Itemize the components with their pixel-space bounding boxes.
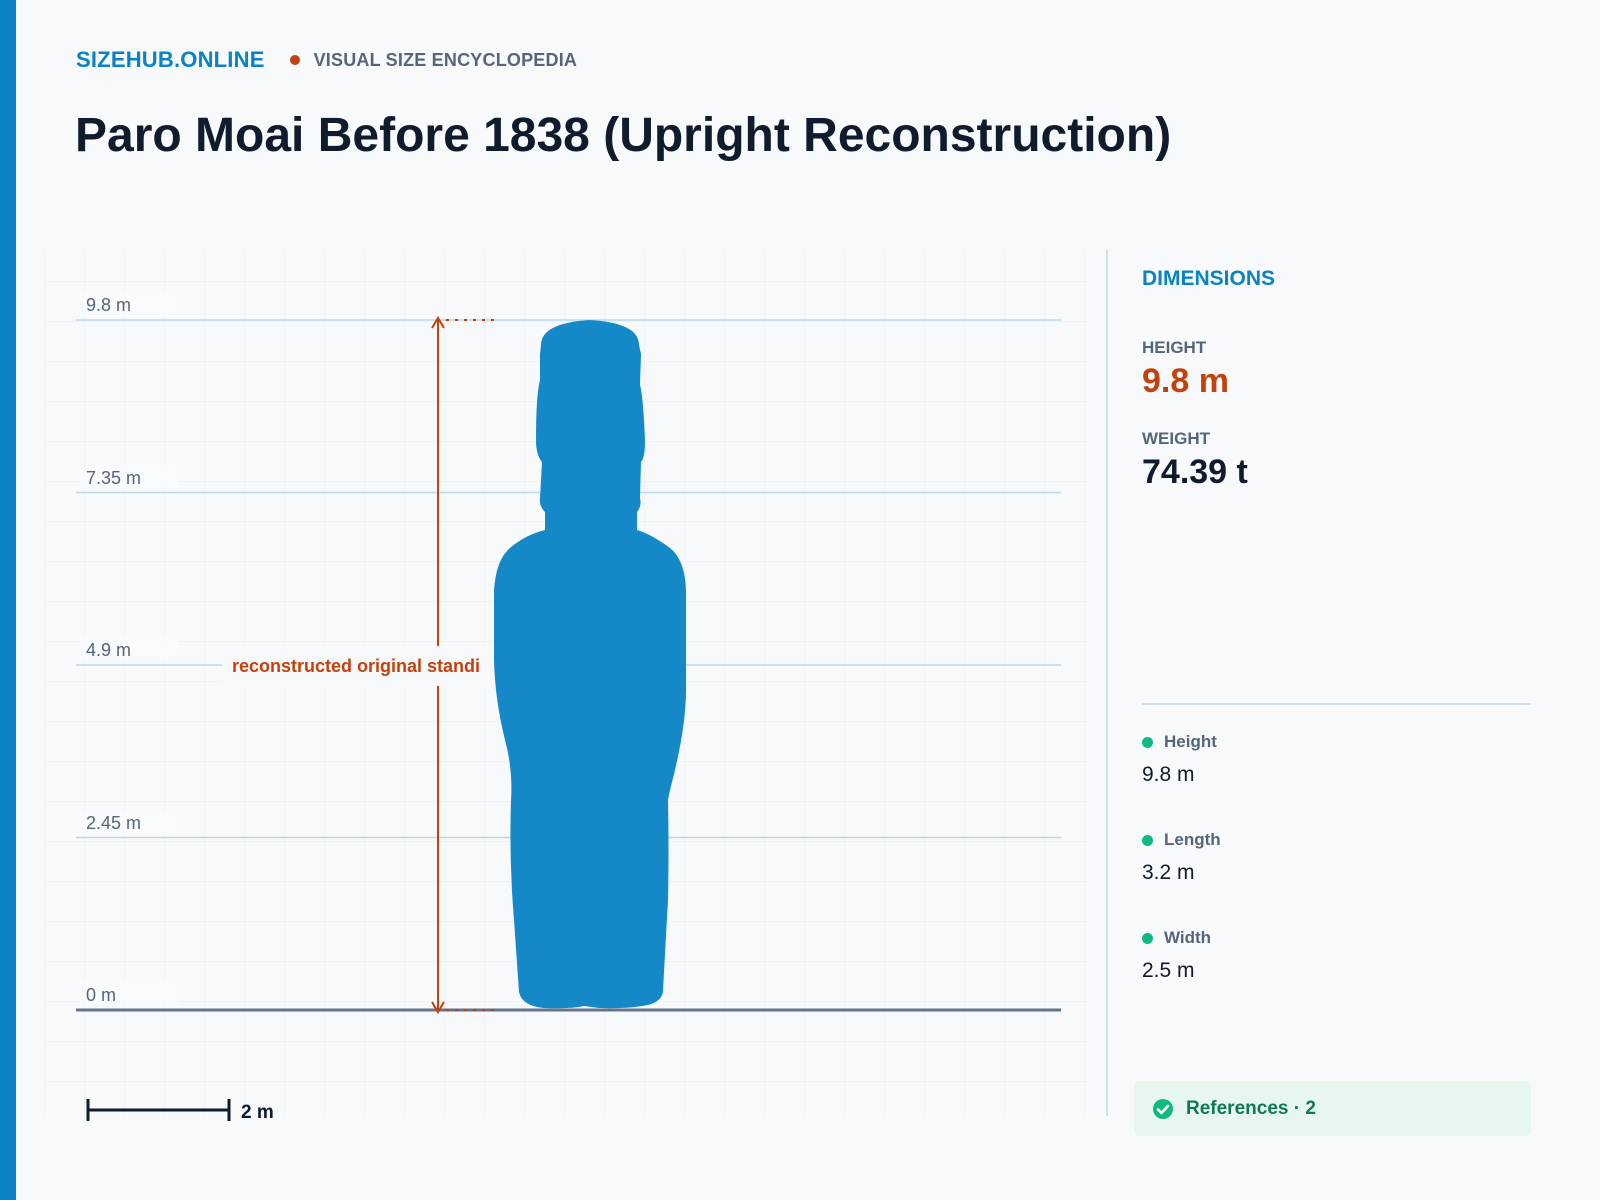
axis-label-0: 0 m bbox=[86, 985, 116, 1005]
status-dot-icon bbox=[1142, 736, 1153, 748]
dimension-value: 2.5 m bbox=[1142, 959, 1195, 982]
panel-heading: DIMENSIONS bbox=[1142, 267, 1276, 290]
axis-label-9-8: 9.8 m bbox=[86, 295, 131, 315]
accent-bar bbox=[0, 0, 16, 1200]
height-indicator: reconstructed original standi bbox=[222, 316, 494, 1014]
site-brand[interactable]: SIZEHUB.ONLINE bbox=[76, 47, 265, 72]
axis-label-2-45: 2.45 m bbox=[86, 813, 141, 833]
dimension-label: Height bbox=[1164, 732, 1217, 751]
references-button[interactable]: References · 2 bbox=[1134, 1081, 1531, 1136]
bullet-dot-icon bbox=[289, 55, 300, 65]
size-diagram: 9.8 m 7.35 m 4.9 m 2.45 m 0 m reconstruc… bbox=[44, 250, 1089, 1123]
height-stat-value: 9.8 m bbox=[1142, 362, 1229, 400]
site-header: SIZEHUB.ONLINE VISUAL SIZE ENCYCLOPEDIA bbox=[76, 47, 577, 73]
dimension-length: Length 3.2 m bbox=[1142, 830, 1221, 885]
dimension-height: Height 9.8 m bbox=[1142, 732, 1217, 787]
height-stat-label: HEIGHT bbox=[1142, 338, 1207, 357]
moai-silhouette bbox=[494, 320, 686, 1009]
weight-stat-label: WEIGHT bbox=[1142, 429, 1210, 448]
scale-bar: 2 m bbox=[86, 1099, 274, 1123]
dimension-value: 3.2 m bbox=[1142, 861, 1195, 884]
dimension-label: Width bbox=[1164, 928, 1212, 947]
site-subtitle: VISUAL SIZE ENCYCLOPEDIA bbox=[313, 49, 578, 70]
axis-label-4-9: 4.9 m bbox=[86, 640, 131, 660]
dimension-value: 9.8 m bbox=[1142, 763, 1195, 786]
panel-divider bbox=[1106, 250, 1108, 1116]
axis-labels: 9.8 m 7.35 m 4.9 m 2.45 m 0 m bbox=[80, 292, 178, 1006]
status-dot-icon bbox=[1142, 932, 1153, 944]
dimension-width: Width 2.5 m bbox=[1142, 928, 1211, 983]
references-label: References · 2 bbox=[1186, 1097, 1316, 1119]
panel-separator bbox=[1142, 703, 1531, 705]
scale-bar-label: 2 m bbox=[241, 1102, 274, 1123]
check-circle-icon bbox=[1153, 1098, 1173, 1119]
status-dot-icon bbox=[1142, 834, 1153, 846]
height-annotation: reconstructed original standi bbox=[232, 656, 480, 676]
weight-stat-value: 74.39 t bbox=[1142, 453, 1248, 491]
dimension-label: Length bbox=[1164, 830, 1221, 849]
page-title: Paro Moai Before 1838 (Upright Reconstru… bbox=[75, 109, 1172, 162]
axis-label-7-35: 7.35 m bbox=[86, 468, 141, 488]
